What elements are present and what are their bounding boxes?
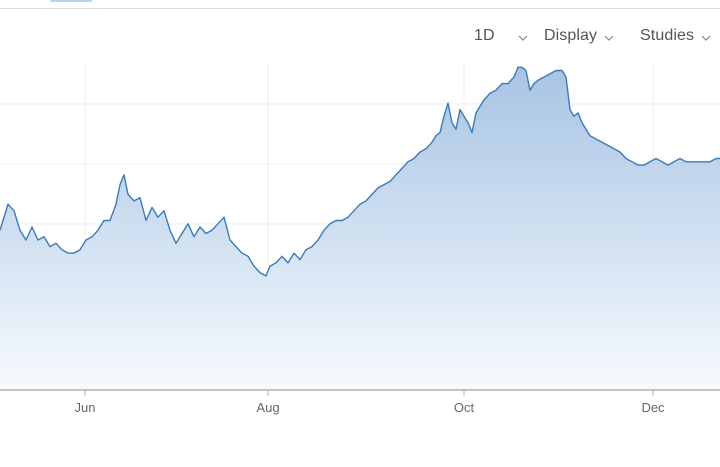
price-area-chart[interactable] — [0, 60, 720, 420]
active-tab-indicator[interactable] — [50, 0, 92, 2]
x-tick-label-oct: Oct — [453, 400, 475, 415]
x-tick-label-dec: Dec — [641, 400, 665, 415]
chevron-down-icon — [518, 35, 528, 41]
price-area-fill — [0, 67, 720, 391]
studies-menu-button[interactable]: Studies — [640, 27, 712, 45]
chevron-down-icon — [604, 35, 614, 41]
x-axis-ticks — [84, 390, 654, 396]
period-selector[interactable]: 1D — [474, 27, 529, 45]
chevron-down-icon — [701, 35, 711, 41]
top-tab-bar — [0, 0, 720, 9]
display-menu-button[interactable]: Display — [544, 27, 615, 45]
display-menu-label: Display — [544, 27, 598, 44]
studies-menu-label: Studies — [640, 27, 695, 44]
period-selector-label: 1D — [474, 27, 495, 44]
x-tick-label-aug: Aug — [256, 400, 280, 415]
price-line — [0, 66, 720, 277]
x-tick-label-jun: Jun — [74, 400, 96, 415]
